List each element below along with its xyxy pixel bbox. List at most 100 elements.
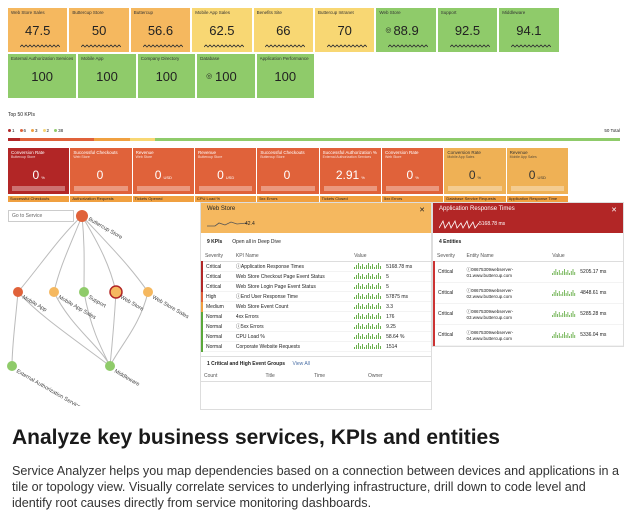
service-tile-name: Web Store — [379, 10, 401, 15]
topology-node-external-authorization[interactable] — [7, 361, 17, 371]
kpi-col-value[interactable]: Value — [351, 251, 431, 262]
kpi-tile-name[interactable]: 5xx Errors — [381, 196, 444, 202]
view-all-link[interactable]: View All — [292, 361, 310, 367]
kpi-value-cell: 1514 — [351, 341, 431, 352]
event-col-count[interactable]: Count — [201, 371, 263, 382]
service-tile[interactable]: Support 92.5 — [437, 8, 498, 52]
service-tile[interactable]: Buttercup 56.6 — [130, 8, 191, 52]
table-row[interactable]: Normal ⓘ5xx Errors 9.25 — [201, 321, 431, 332]
table-row[interactable]: Critical ⓘ08675309webserver-02.www.butter… — [432, 282, 623, 304]
sparkline-icon — [354, 263, 382, 270]
kpi-name-text: 4xx Errors — [235, 313, 259, 320]
kpi-tile-name[interactable]: 5xx Errors — [257, 196, 319, 202]
kpi-tile-name[interactable]: Tickets Closed — [319, 196, 381, 202]
service-tile-name: Mobile App Sales — [195, 10, 230, 15]
kpi-tile-service: Web Store — [73, 155, 90, 159]
kpi-tile[interactable]: Conversion Rate Web Store 0% — [381, 148, 444, 194]
event-col-title[interactable]: Title — [262, 371, 312, 382]
open-deep-dive-link[interactable]: Open all in Deep Dive — [232, 239, 281, 245]
service-tiles-row-2: External Authorization Services 100 Mobile… — [8, 54, 314, 98]
service-tile[interactable]: Company Directory 100 — [137, 54, 196, 98]
table-row[interactable]: Critical ⓘApplication Response Times 5168.… — [201, 261, 431, 272]
entity-severity: Critical — [432, 303, 464, 325]
kpi-tile-value: 0% — [8, 168, 69, 182]
table-row[interactable]: High ⓘEnd User Response Time 57875 ms — [201, 291, 431, 302]
kpi-tile-name[interactable]: CPU Load % — [194, 196, 257, 202]
sparkline-icon — [449, 44, 490, 48]
kpi-tile-name[interactable]: Tickets Opened — [132, 196, 194, 202]
topology-node-buttercup-store[interactable] — [76, 210, 88, 222]
kpi-tile-name[interactable]: Authorization Requests — [70, 196, 132, 202]
service-tile[interactable]: Buttercup Store 50 — [69, 8, 129, 52]
table-row[interactable]: Normal Corporate Website Requests 1514 — [201, 341, 431, 352]
entity-name-text[interactable]: 08675309webserver-04.www.buttercup.com — [466, 329, 514, 341]
kpi-col-severity[interactable]: Severity — [202, 251, 233, 262]
kpi-value: 0 — [406, 168, 414, 182]
topology-node-web-store[interactable] — [109, 285, 123, 299]
kpi-col-name[interactable]: KPI Name — [232, 251, 352, 262]
entity-col-value[interactable]: Value — [549, 251, 623, 262]
entity-col-severity[interactable]: Severity — [434, 251, 464, 262]
app-response-panel-toolbar: 4 Entities — [433, 233, 623, 251]
service-tile[interactable]: Middleware 94.1 — [499, 8, 559, 52]
kpi-value: 5168.78 ms — [386, 263, 413, 270]
go-to-service-input[interactable]: Go to Service — [8, 210, 74, 222]
service-tile[interactable]: Benefits Site 66 — [253, 8, 313, 52]
entity-col-name[interactable]: Entity Name — [463, 251, 550, 262]
entity-name-text[interactable]: 08675309webserver-02.www.buttercup.com — [466, 287, 514, 299]
kpi-tile[interactable]: Conversion Rate Buttercup Store 0% — [8, 148, 70, 194]
table-row[interactable]: Medium Web Store Event Count 3.3 — [201, 301, 431, 312]
kpi-tile[interactable]: Revenue Buttercup Store 0 USD — [194, 148, 257, 194]
kpi-tile-name[interactable]: Successful Checkouts — [8, 196, 70, 202]
entity-name-text[interactable]: 08675309webserver-01.www.buttercup.com — [466, 266, 514, 278]
sparkline-icon — [354, 343, 382, 350]
table-row[interactable]: Normal 4xx Errors 176 — [201, 311, 431, 322]
kpi-tile[interactable]: Successful Checkouts Buttercup Store 0 — [257, 148, 319, 194]
service-tile[interactable]: Mobile App Sales 62.5 — [192, 8, 252, 52]
kpi-tile-name: Revenue — [135, 150, 154, 155]
service-tile[interactable]: Web Store Sales 47.5 — [8, 8, 68, 52]
kpi-value: 58.64 % — [386, 333, 405, 340]
topology-node-mobile-app-sales[interactable] — [49, 287, 59, 297]
entity-name-text[interactable]: 08675309webserver-03.www.buttercup.com — [466, 308, 514, 320]
service-tile[interactable]: Database ◎ 100 — [197, 54, 255, 98]
web-store-panel-toolbar: 9 KPIs Open all in Deep Dive — [201, 233, 431, 251]
topology-node-web-store-sales[interactable] — [143, 287, 153, 297]
service-tile[interactable]: Application Performance 100 — [256, 54, 314, 98]
event-col-time[interactable]: Time — [311, 371, 365, 382]
close-icon[interactable]: ✕ — [419, 207, 425, 214]
kpi-tile[interactable]: Revenue Mobile App Sales 0 USD — [506, 148, 568, 194]
topology-node-mobile-app[interactable] — [13, 287, 23, 297]
topology-node-support[interactable] — [79, 287, 89, 297]
topology-node-middleware[interactable] — [105, 361, 115, 371]
service-tile[interactable]: Mobile App 100 — [78, 54, 136, 98]
kpi-tile[interactable]: Conversion Rate Mobile App Sales 0% — [444, 148, 506, 194]
service-tile-value: 94.1 — [516, 23, 542, 38]
severity-dot-icon — [8, 129, 11, 132]
kpi-value: 0 — [468, 168, 476, 182]
kpi-tile[interactable]: Successful Authorization % External Autho… — [319, 148, 381, 194]
event-col-owner[interactable]: Owner — [365, 371, 431, 382]
kpi-unit: % — [415, 175, 419, 180]
table-row[interactable]: Normal CPU Load % 58.64 % — [201, 331, 431, 342]
severity-bar-segment — [130, 138, 155, 141]
service-tile[interactable]: External Authorization Services 100 — [8, 54, 77, 98]
severity-bar-segment — [93, 138, 131, 141]
sparkline-icon — [265, 44, 306, 48]
close-icon[interactable]: ✕ — [611, 207, 617, 214]
table-row[interactable]: Critical ⓘ08675309webserver-01.www.butter… — [432, 261, 623, 283]
table-row[interactable]: Critical ⓘ08675309webserver-04.www.butter… — [432, 324, 623, 346]
table-row[interactable]: Critical Web Store Checkout Page Event St… — [201, 271, 431, 282]
kpi-tile-name[interactable]: Database Service Requests — [444, 196, 506, 202]
service-tile-value: 100 — [96, 69, 118, 84]
kpi-tile[interactable]: Successful Checkouts Web Store 0 — [70, 148, 132, 194]
service-tile[interactable]: Web Store ◎ 88.9 — [376, 8, 436, 52]
service-tile[interactable]: Buttercup Intranet 70 — [315, 8, 375, 52]
table-row[interactable]: Critical Web Store Login Page Event Statu… — [201, 281, 431, 292]
severity-dot-icon — [31, 129, 35, 132]
kpi-tile-name[interactable]: Application Response Time — [506, 196, 568, 202]
sparkline-icon — [388, 44, 429, 48]
kpi-tile[interactable]: Revenue Web Store 0 USD — [132, 148, 194, 194]
kpi-value: 0 — [217, 168, 224, 182]
table-row[interactable]: Critical ⓘ08675309webserver-03.www.butter… — [432, 303, 623, 325]
